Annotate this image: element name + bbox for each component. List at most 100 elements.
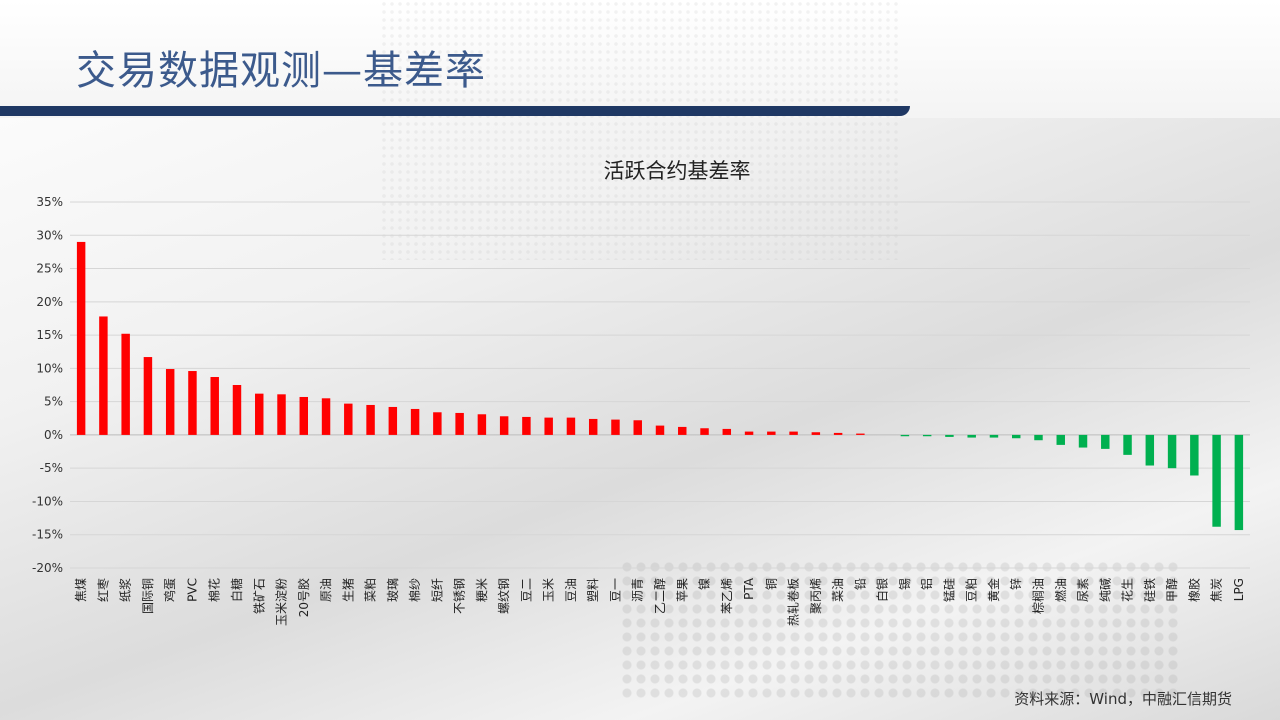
bar <box>388 406 398 435</box>
y-tick-label: 20% <box>36 295 63 309</box>
bar <box>1212 434 1221 527</box>
x-tick-label: 苯乙烯 <box>720 578 734 614</box>
y-tick-label: 25% <box>36 262 63 276</box>
x-tick-label: 豆一 <box>608 578 622 602</box>
bar <box>522 416 531 435</box>
bar <box>1101 434 1110 449</box>
bar <box>945 434 954 437</box>
x-tick-label: 红枣 <box>95 578 110 602</box>
x-tick-label: 聚丙烯 <box>809 578 823 614</box>
y-tick-label: -5% <box>40 461 63 475</box>
x-tick-label: 热轧卷板 <box>786 578 801 626</box>
slide-header <box>0 0 1280 118</box>
bar <box>1012 434 1021 439</box>
bar <box>544 417 553 435</box>
bar <box>1190 434 1199 476</box>
bar <box>255 393 264 435</box>
bar <box>1234 434 1244 531</box>
x-tick-label: 花生 <box>1120 578 1135 602</box>
x-tick-label: 燃油 <box>1053 578 1068 602</box>
x-tick-label: 棉花 <box>207 578 222 602</box>
bar <box>344 403 353 435</box>
x-tick-label: 白糖 <box>229 578 244 602</box>
bar <box>789 431 798 435</box>
bar <box>1145 434 1155 466</box>
x-tick-label: 不锈钢 <box>453 578 467 614</box>
bar <box>833 432 843 435</box>
x-tick-label: 粳米 <box>475 578 489 602</box>
x-tick-label: 铝 <box>919 578 934 590</box>
x-tick-label: 棕榈油 <box>1030 578 1045 614</box>
bar <box>922 434 932 437</box>
bar <box>477 414 487 435</box>
x-tick-label: 国际铜 <box>140 578 155 614</box>
x-tick-label: 焦炭 <box>1210 578 1224 602</box>
x-tick-label: 玻璃 <box>386 578 400 602</box>
bar <box>433 412 442 435</box>
y-tick-label: -20% <box>32 561 63 575</box>
x-tick-label: 纸浆 <box>118 578 133 602</box>
x-tick-label: 豆油 <box>564 578 578 602</box>
x-tick-label: 螺纹钢 <box>497 578 511 614</box>
x-tick-label: 豆粕 <box>964 578 979 602</box>
bar <box>744 431 754 435</box>
bar <box>76 241 86 435</box>
bar <box>700 428 709 435</box>
y-tick-label: 35% <box>36 195 63 209</box>
bar <box>767 431 776 435</box>
y-tick-label: 0% <box>44 428 63 442</box>
chart-title: 活跃合约基差率 <box>604 159 751 183</box>
bar <box>1078 434 1088 448</box>
x-tick-label: 玉米 <box>542 578 556 602</box>
bar <box>455 412 464 435</box>
bar <box>588 418 598 435</box>
bar <box>188 371 197 435</box>
y-tick-label: -10% <box>32 494 63 508</box>
bar <box>900 434 910 437</box>
x-tick-label: 铜 <box>763 578 778 590</box>
bar <box>633 420 642 435</box>
x-tick-label: 短纤 <box>430 578 444 602</box>
bar <box>321 398 331 435</box>
bar <box>210 377 219 435</box>
bar <box>143 357 153 435</box>
bar <box>232 385 242 435</box>
x-tick-label: 橡胶 <box>1186 578 1201 602</box>
dot-pattern-decoration <box>620 560 1180 700</box>
bar <box>366 404 375 435</box>
x-tick-label: 棉纱 <box>408 578 422 602</box>
bar <box>99 316 108 435</box>
x-tick-label: 锡 <box>897 578 912 590</box>
x-tick-label: 生猪 <box>341 578 355 602</box>
x-tick-label: 铁矿石 <box>252 578 266 614</box>
x-tick-label: 镍 <box>698 578 712 590</box>
y-tick-label: 5% <box>44 395 63 409</box>
bar <box>655 425 665 435</box>
x-tick-label: 硅铁 <box>1143 578 1157 602</box>
x-tick-label: 菜粕 <box>363 578 378 602</box>
x-tick-label: 焦煤 <box>74 578 88 602</box>
x-tick-label: 沥青 <box>631 578 645 602</box>
x-tick-label: LPG <box>1232 578 1246 601</box>
bar <box>856 433 865 435</box>
title-underline-bar <box>0 106 910 116</box>
bar <box>277 394 286 435</box>
bar <box>678 426 687 435</box>
bar <box>722 428 732 435</box>
x-tick-label: 锌 <box>1009 578 1023 590</box>
x-tick-label: 尿素 <box>1076 578 1090 602</box>
bar <box>410 408 420 435</box>
x-tick-label: 纯碱 <box>1098 578 1112 602</box>
x-tick-label: 菜油 <box>831 578 845 602</box>
x-tick-label: 塑料 <box>585 578 600 602</box>
x-tick-label: 豆二 <box>519 578 533 602</box>
x-tick-label: 鸡蛋 <box>162 578 177 602</box>
x-tick-label: PTA <box>742 577 756 600</box>
bar <box>1123 434 1132 455</box>
bar <box>989 434 999 438</box>
bar <box>967 434 976 438</box>
x-tick-label: 甲醇 <box>1164 578 1179 602</box>
y-tick-label: 30% <box>36 228 63 242</box>
x-tick-label: 黄金 <box>986 578 1001 602</box>
